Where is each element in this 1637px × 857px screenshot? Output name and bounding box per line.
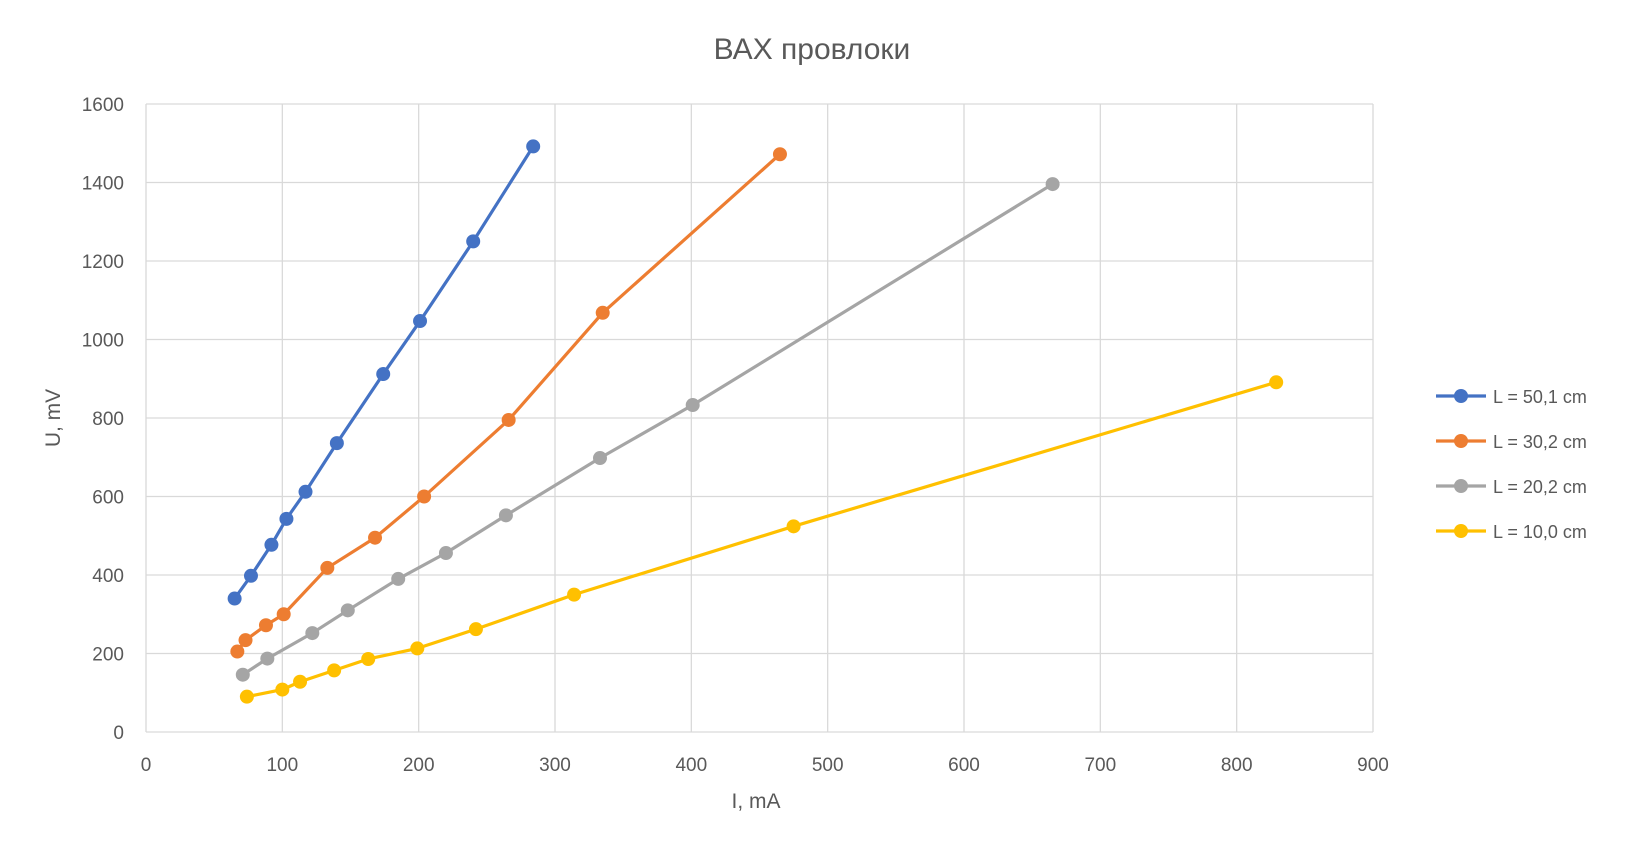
data-point [243,568,258,583]
x-tick-label: 900 [1357,755,1389,776]
y-tick-label: 1400 [82,174,124,195]
data-point [293,674,308,689]
y-tick-label: 1000 [82,331,124,352]
series-group [227,139,1284,704]
data-point [391,571,406,586]
series-4 [239,375,1284,704]
y-axis-title: U, mV [42,389,65,447]
data-point [466,234,481,249]
data-point [1269,375,1284,390]
y-tick-label: 1600 [82,95,124,116]
data-point [340,603,355,618]
data-point [526,139,541,154]
data-point [298,484,313,499]
data-point [235,667,250,682]
data-point [368,530,383,545]
y-axis-ticks: 0 200 400 600 800 1000 1200 1400 1600 [82,95,124,744]
legend-item: L = 50,1 cm [1436,387,1587,407]
legend-marker [1454,434,1468,448]
data-point [239,689,254,704]
y-tick-label: 600 [92,488,124,509]
legend-item: L = 30,2 cm [1436,432,1587,452]
data-point [320,560,335,575]
legend-item: L = 20,2 cm [1436,477,1587,497]
data-point [227,591,242,606]
x-tick-label: 600 [948,755,980,776]
chart-title: ВАХ провлоки [714,33,911,66]
x-tick-label: 500 [812,755,844,776]
x-tick-label: 100 [266,755,298,776]
grid-lines [145,103,1374,733]
x-axis-ticks: 0 100 200 300 400 500 600 700 800 900 [141,755,1389,776]
data-point [498,508,513,523]
series-3 [235,177,1060,682]
y-tick-label: 400 [92,566,124,587]
x-tick-label: 300 [539,755,571,776]
data-point [276,607,291,622]
y-tick-label: 1200 [82,252,124,273]
y-tick-label: 200 [92,645,124,666]
data-point [361,651,376,666]
x-tick-label: 200 [403,755,435,776]
data-point [417,489,432,504]
data-point [567,587,582,602]
x-tick-label: 400 [675,755,707,776]
x-tick-label: 0 [141,755,152,776]
legend-marker [1454,479,1468,493]
data-point [260,651,275,666]
data-point [468,622,483,637]
data-point [258,618,273,633]
series-line [241,182,1054,677]
data-point [1045,177,1060,192]
series-2 [230,147,787,659]
legend-marker [1454,524,1468,538]
data-point [410,641,425,656]
data-point [438,546,453,561]
legend-label: L = 50,1 cm [1493,387,1587,407]
data-point [595,305,610,320]
legend-marker [1454,389,1468,403]
data-point [238,633,253,648]
series-line [236,153,782,653]
data-point [786,519,801,534]
y-tick-label: 800 [92,409,124,430]
series-1 [227,139,541,606]
legend-label: L = 10,0 cm [1493,522,1587,542]
data-point [685,398,700,413]
data-point [264,537,279,552]
data-point [592,451,607,466]
legend-label: L = 30,2 cm [1493,432,1587,452]
series-line [246,380,1277,699]
data-point [279,511,294,526]
legend: L = 50,1 cm L = 30,2 cm L = 20,2 cm L = 10,… [1436,387,1587,542]
series-line [233,145,535,600]
data-point [772,147,787,162]
legend-label: L = 20,2 cm [1493,477,1587,497]
data-point [329,436,344,451]
data-point [413,314,428,329]
x-axis-title: I, mA [731,790,780,813]
legend-item: L = 10,0 cm [1436,522,1587,542]
data-point [230,644,245,659]
data-point [501,412,516,427]
data-point [275,682,290,697]
x-tick-label: 800 [1221,755,1253,776]
data-point [376,367,391,382]
data-point [327,663,342,678]
y-tick-label: 0 [113,723,124,744]
x-tick-label: 700 [1084,755,1116,776]
data-point [305,626,320,641]
